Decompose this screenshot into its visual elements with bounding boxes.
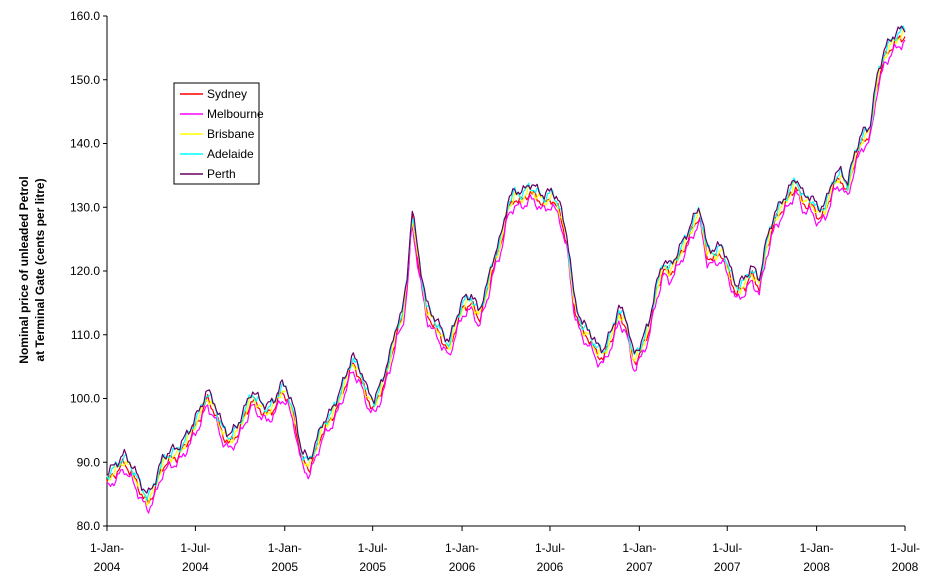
x-tick-label-line-2: 2006 xyxy=(537,560,564,574)
y-axis-title: Nominal price of unleaded Petrol at Term… xyxy=(17,176,47,363)
x-tick-label-line-1: 1-Jul- xyxy=(712,541,742,555)
series-line-melbourne xyxy=(106,39,906,514)
legend-label-melbourne: Melbourne xyxy=(207,107,264,121)
x-tick-label-line-2: 2008 xyxy=(892,560,919,574)
x-tick-label-line-1: 1-Jul- xyxy=(180,541,210,555)
x-tick-label-line-1: 1-Jan- xyxy=(90,541,124,555)
y-tick-label: 110.0 xyxy=(71,328,100,342)
legend: Sydney Melbourne Brisbane Adelaide Perth xyxy=(173,82,264,185)
x-tick-label-line-1: 1-Jul- xyxy=(358,541,388,555)
y-axis-title-line-2: at Terminal Gate (cents per litre) xyxy=(33,178,47,361)
legend-label-brisbane: Brisbane xyxy=(207,127,255,141)
y-tick-label: 150.0 xyxy=(70,73,100,87)
x-tick-label-line-2: 2005 xyxy=(359,560,386,574)
x-tick-label-line-1: 1-Jan- xyxy=(445,541,479,555)
x-axis: 1-Jan- 2004 1-Jul- 2004 1-Jan- 2005 1-Jul- 2005… xyxy=(90,525,920,574)
y-tick-label: 160.0 xyxy=(70,9,100,23)
y-tick-label: 80.0 xyxy=(77,519,101,533)
x-tick-label-line-1: 1-Jan- xyxy=(268,541,302,555)
y-axis: 80.0 90.0 100.0 110.0 120.0 130.0 140.0 150.0 16… xyxy=(70,9,108,533)
series-layer xyxy=(106,25,906,514)
x-tick-label-line-1: 1-Jan- xyxy=(622,541,656,555)
x-tick-label-line-2: 2004 xyxy=(182,560,209,574)
x-tick-label-line-2: 2008 xyxy=(803,560,830,574)
legend-label-sydney: Sydney xyxy=(207,87,247,101)
x-tick-label-line-2: 2006 xyxy=(449,560,476,574)
x-tick-label-line-2: 2005 xyxy=(271,560,298,574)
legend-label-adelaide: Adelaide xyxy=(207,147,254,161)
x-tick-label-line-2: 2004 xyxy=(94,560,121,574)
x-tick-label-line-2: 2007 xyxy=(714,560,741,574)
series-line-perth xyxy=(106,25,906,494)
x-tick-label-line-2: 2007 xyxy=(626,560,653,574)
x-tick-label-line-1: 1-Jul- xyxy=(535,541,565,555)
y-tick-label: 90.0 xyxy=(77,455,101,469)
y-tick-label: 140.0 xyxy=(70,137,100,151)
x-tick-label-line-1: 1-Jan- xyxy=(800,541,834,555)
x-tick-label-line-1: 1-Jul- xyxy=(890,541,920,555)
legend-label-perth: Perth xyxy=(207,167,236,181)
y-tick-label: 100.0 xyxy=(70,392,100,406)
y-axis-title-line-1: Nominal price of unleaded Petrol xyxy=(17,176,31,363)
y-tick-label: 130.0 xyxy=(70,200,100,214)
y-tick-label: 120.0 xyxy=(70,264,100,278)
